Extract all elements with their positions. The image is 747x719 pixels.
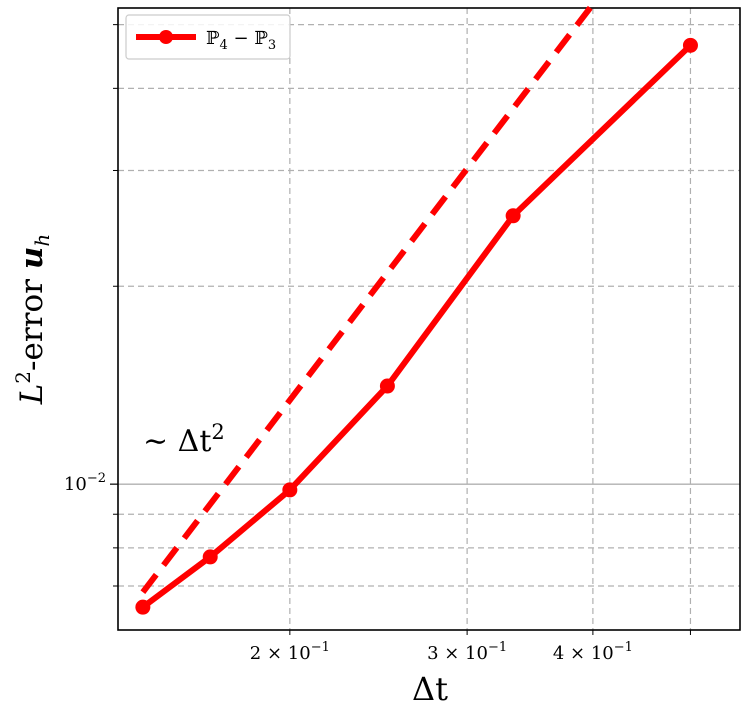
x-gridlines: [289, 8, 692, 630]
x-tick-label: 2 × 10−1: [250, 640, 330, 664]
y-axis-label: L2-error uh: [11, 234, 54, 406]
x-tick-label: 3 × 10−1: [427, 640, 507, 664]
x-tick-label: 4 × 10−1: [553, 640, 633, 664]
data-point: [682, 37, 698, 53]
data-point: [282, 482, 298, 498]
legend: ℙ4 − ℙ3: [125, 14, 291, 60]
series-points: [135, 37, 698, 615]
legend-marker-sample: [159, 30, 173, 44]
data-point: [202, 549, 218, 565]
legend-box: [125, 14, 291, 60]
reference-slope-line: [140, 0, 600, 594]
reference-slope-label: ∼ Δt2: [143, 420, 225, 459]
y-tick-label: 10−2: [64, 471, 106, 495]
data-point: [505, 208, 521, 224]
series-line: [141, 43, 693, 610]
x-axis-ticks: 2 × 10−1 3 × 10−1 4 × 10−1: [250, 630, 691, 664]
data-point: [379, 378, 395, 394]
data-point: [135, 599, 151, 615]
x-axis-label: Δt: [412, 670, 448, 708]
plot-frame: [117, 7, 741, 631]
y-axis-ticks: 10−2: [64, 24, 118, 587]
legend-label: ℙ4 − ℙ3: [206, 28, 276, 53]
